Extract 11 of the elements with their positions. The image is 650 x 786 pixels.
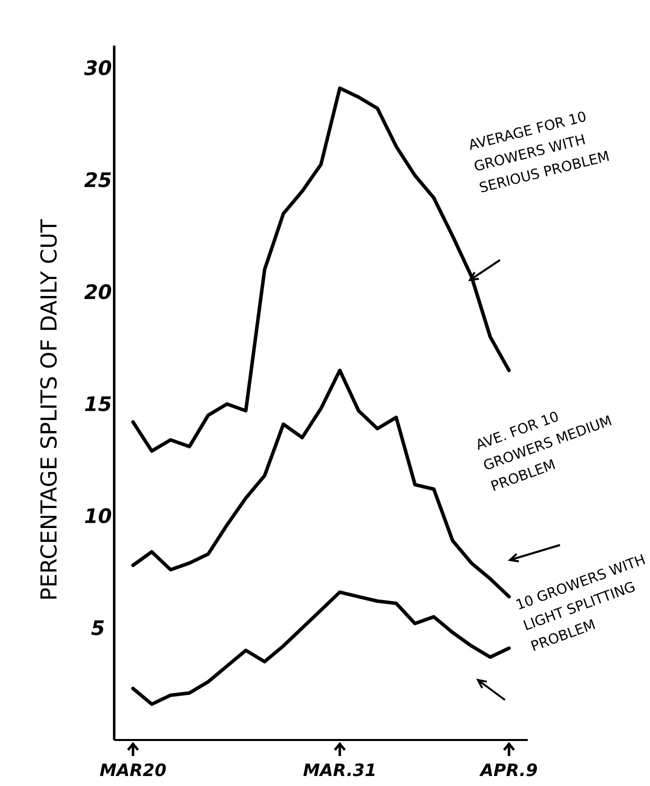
- y-tick-label: 30: [84, 56, 112, 80]
- y-axis-title: PERCENTAGE SPLITS OF DAILY CUT: [38, 218, 62, 601]
- x-tick-label: MAR.31: [302, 761, 377, 781]
- x-tick-label: MAR20: [100, 761, 167, 781]
- y-tick-label: 20: [84, 280, 112, 304]
- y-tick-label: 10: [84, 504, 112, 528]
- y-tick-label: 25: [84, 168, 112, 192]
- y-tick-label: 5: [91, 616, 105, 640]
- line-series: [131, 590, 511, 706]
- y-tick-label: 15: [84, 392, 112, 416]
- x-tick-label: APR.9: [478, 761, 538, 781]
